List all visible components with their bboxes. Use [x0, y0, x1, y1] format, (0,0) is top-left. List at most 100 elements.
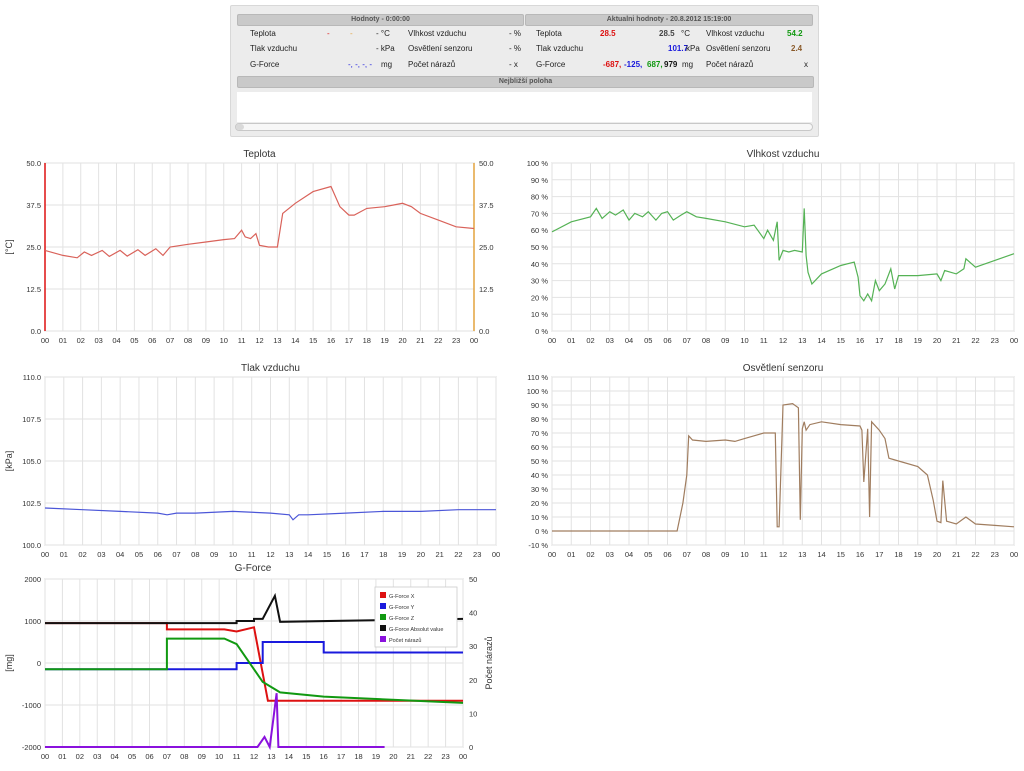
x-tick-label: 14 [817, 336, 825, 345]
x-tick-label: 08 [702, 550, 710, 559]
x-tick-label: 11 [233, 752, 241, 761]
right-vlhkost-label: Vlhkost vzduchu [706, 29, 765, 38]
x-tick-label: 10 [740, 550, 748, 559]
y-tick-label: 0 [37, 659, 41, 668]
x-tick-label: 17 [875, 550, 883, 559]
horizontal-scrollbar[interactable] [235, 123, 813, 131]
x-tick-label: 14 [304, 550, 312, 559]
scrollbar-thumb[interactable] [236, 124, 244, 130]
x-tick-label: 21 [952, 336, 960, 345]
x-tick-label: 06 [663, 336, 671, 345]
x-tick-label: 10 [740, 336, 748, 345]
right-osvetleni-value: 2.4 [791, 44, 803, 53]
legend-swatch [380, 614, 386, 620]
y-tick-label: 102.5 [22, 499, 41, 508]
series-line [552, 402, 1015, 532]
x-tick-label: 20 [398, 336, 406, 345]
x-tick-label: 12 [779, 336, 787, 345]
legend-swatch [380, 625, 386, 631]
x-tick-label: 13 [273, 336, 281, 345]
x-tick-label: 00 [492, 550, 500, 559]
x-tick-label: 18 [354, 752, 362, 761]
x-tick-label: 13 [285, 550, 293, 559]
x-tick-label: 23 [991, 550, 999, 559]
series-line [551, 207, 1015, 303]
x-tick-label: 05 [644, 336, 652, 345]
left-osvetleni-label: Osvětlení senzoru [408, 44, 473, 53]
y2-tick-label: 20 [469, 676, 477, 685]
x-tick-label: 17 [875, 336, 883, 345]
x-tick-label: 01 [567, 550, 575, 559]
vlhkost-chart: Vlhkost vzduchu 00 01 02 03 04 05 06 07 08 09 10 11 1… [527, 149, 1018, 345]
y-tick-label: 30 % [531, 485, 548, 494]
right-gforce-y: -125, [624, 60, 643, 69]
x-tick-label: 21 [407, 752, 415, 761]
legend-box [374, 586, 458, 648]
x-tick-label: 23 [473, 550, 481, 559]
x-tick-label: 08 [191, 550, 199, 559]
x-tick-label: 06 [154, 550, 162, 559]
y-axis-label: [°C] [4, 239, 14, 254]
x-tick-label: 03 [606, 336, 614, 345]
right-gforce-abs: 979 [664, 60, 678, 69]
x-tick-label: 09 [202, 336, 210, 345]
nearest-position-body [237, 92, 812, 122]
x-tick-label: 00 [459, 752, 467, 761]
left-teplota-unit: - °C [376, 29, 390, 38]
x-tick-label: 12 [779, 550, 787, 559]
y-axis-label: [mg] [4, 654, 14, 672]
x-tick-label: 08 [184, 336, 192, 345]
x-tick-label: 15 [837, 336, 845, 345]
y-tick-label: 100 % [527, 387, 549, 396]
legend-swatch [380, 636, 386, 642]
y2-tick-label: 0.0 [479, 327, 489, 336]
x-tick-label: 12 [266, 550, 274, 559]
y-tick-label: 110 % [527, 373, 548, 382]
x-tick-label: 07 [166, 336, 174, 345]
y2-axis-label: Počet nárazů [484, 636, 494, 689]
x-tick-label: 23 [452, 336, 460, 345]
x-tick-label: 15 [323, 550, 331, 559]
x-tick-label: 19 [380, 336, 388, 345]
legend-label: G-Force Y [389, 605, 415, 611]
y-tick-label: 60 % [531, 226, 548, 235]
y-tick-label: 37.5 [26, 201, 41, 210]
x-tick-label: 22 [434, 336, 442, 345]
osvetleni-chart: Osvětlení senzoru 00 01 02 03 04 05 06 07 08 09 10 1… [527, 363, 1018, 559]
x-tick-label: 00 [548, 336, 556, 345]
x-tick-label: 11 [248, 550, 256, 559]
y-tick-label: -2000 [22, 743, 41, 752]
x-tick-label: 07 [683, 336, 691, 345]
x-tick-label: 03 [94, 336, 102, 345]
x-tick-label: 19 [914, 336, 922, 345]
legend-swatch [380, 592, 386, 598]
y-tick-label: 0 % [535, 527, 548, 536]
tlak-chart: Tlak vzduchu 00 01 02 03 04 05 06 07 08 09 10 11 12 13… [4, 363, 500, 559]
y-tick-label: 80 % [531, 193, 548, 202]
x-tick-label: 22 [454, 550, 462, 559]
series-line [45, 693, 385, 751]
x-tick-label: 13 [798, 550, 806, 559]
y-tick-label: 90 % [531, 176, 548, 185]
series-line [45, 637, 464, 704]
y-tick-label: 0 % [535, 327, 548, 336]
x-tick-label: 23 [441, 752, 449, 761]
x-tick-label: 14 [285, 752, 293, 761]
x-tick-label: 12 [250, 752, 258, 761]
left-teplota-label: Teplota [250, 29, 276, 38]
right-narazu-value: x [804, 60, 808, 69]
right-teplota-label: Teplota [536, 29, 562, 38]
y-tick-label: 70 % [531, 209, 548, 218]
right-gforce-x: -687, [603, 60, 622, 69]
x-tick-label: 02 [586, 336, 594, 345]
left-tlak-label: Tlak vzduchu [250, 44, 298, 53]
x-tick-label: 03 [606, 550, 614, 559]
x-tick-label: 02 [77, 336, 85, 345]
left-gforce-values: -, -, -, - [348, 60, 372, 69]
series-line [44, 507, 496, 521]
series-line [44, 185, 475, 259]
x-tick-label: 22 [424, 752, 432, 761]
y-tick-label: 10 % [531, 513, 548, 522]
x-tick-label: 04 [110, 752, 118, 761]
